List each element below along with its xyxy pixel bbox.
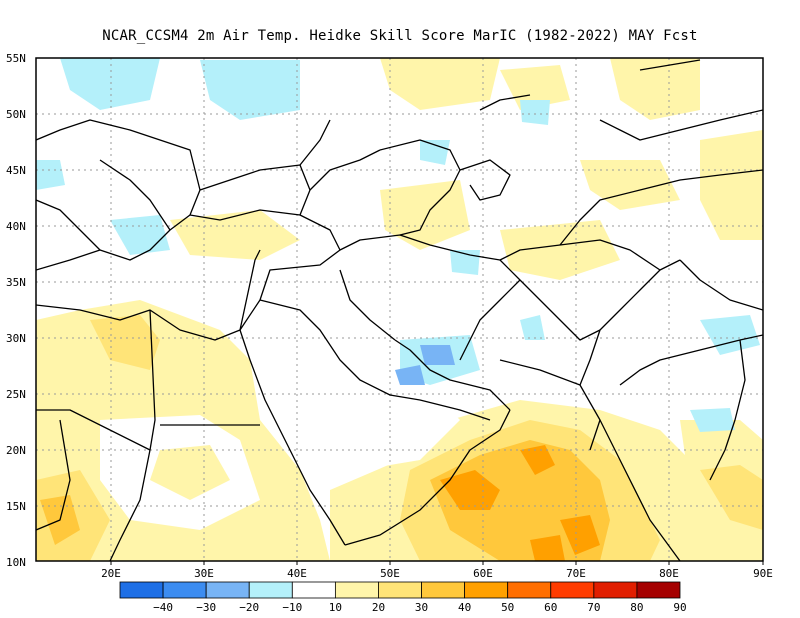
colorbar-swatch [119, 581, 164, 599]
colorbar-label: −40 [153, 601, 173, 614]
colorbar-label: 80 [630, 601, 643, 614]
lat-label: 25N [6, 388, 26, 401]
colorbar-swatch [378, 581, 422, 599]
colorbar-label: 50 [501, 601, 514, 614]
lat-label: 35N [6, 276, 26, 289]
colorbar-swatch [291, 581, 336, 599]
lon-label: 50E [380, 567, 400, 580]
colorbar-label: −30 [196, 601, 216, 614]
map-title: NCAR_CCSM4 2m Air Temp. Heidke Skill Sco… [102, 28, 698, 44]
colorbar-label: 10 [329, 601, 342, 614]
colorbar-label: 70 [587, 601, 600, 614]
colorbar-swatch [593, 581, 638, 599]
lat-label: 30N [6, 332, 26, 345]
lat-label: 10N [6, 556, 26, 569]
lat-label: 50N [6, 108, 26, 121]
colorbar-swatch [636, 581, 681, 599]
colorbar: −40 −30 −20 −10 10 20 30 40 50 60 70 80 90 [119, 581, 687, 614]
lon-label: 80E [659, 567, 679, 580]
colorbar-swatch [421, 581, 466, 599]
colorbar-swatch [248, 581, 293, 599]
colorbar-label: 60 [544, 601, 557, 614]
graticule [36, 58, 763, 561]
coastlines-borders [36, 59, 763, 561]
colorbar-label: −20 [239, 601, 259, 614]
shaded-regions [36, 58, 763, 561]
lon-label: 40E [287, 567, 307, 580]
lon-label: 20E [101, 567, 121, 580]
lat-label: 20N [6, 444, 26, 457]
colorbar-swatch [334, 581, 379, 599]
colorbar-swatch [550, 581, 595, 599]
lon-label: 60E [473, 567, 493, 580]
colorbar-label: 90 [673, 601, 686, 614]
lat-label: 15N [6, 500, 26, 513]
colorbar-swatch [507, 581, 552, 599]
lon-label: 90E [753, 567, 773, 580]
axis-ticks [110, 561, 764, 565]
lat-label: 40N [6, 220, 26, 233]
colorbar-label: 40 [458, 601, 471, 614]
lon-label: 70E [566, 567, 586, 580]
lat-label: 55N [6, 52, 26, 65]
lat-label: 45N [6, 164, 26, 177]
colorbar-label: 20 [372, 601, 385, 614]
shade-orange [440, 470, 500, 510]
lon-label: 30E [194, 567, 214, 580]
longitude-labels: 20E 30E 40E 50E 60E 70E 80E 90E [101, 567, 773, 580]
colorbar-swatch [464, 581, 509, 599]
latitude-labels: 55N 50N 45N 40N 35N 30N 25N 20N 15N 10N [6, 52, 26, 569]
colorbar-swatch [162, 581, 207, 599]
colorbar-label: 30 [415, 601, 428, 614]
map-frame [35, 57, 764, 562]
colorbar-label: −10 [282, 601, 302, 614]
colorbar-swatch [205, 581, 250, 599]
